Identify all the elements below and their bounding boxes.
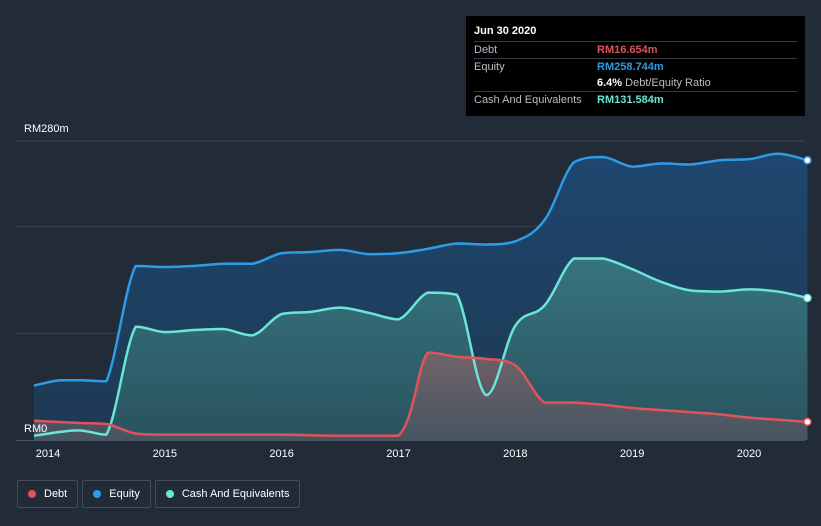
- area-cash-and-equivalents: [33, 258, 808, 440]
- tooltip-date: Jun 30 2020: [474, 25, 537, 37]
- x-tick-label: 2018: [503, 448, 527, 460]
- x-tick-label: 2016: [269, 448, 293, 460]
- tooltip-row-cash: Cash And Equivalents RM131.584m: [474, 91, 797, 108]
- end-dot-cash-and-equivalents: [803, 293, 812, 303]
- legend-dot-equity: [93, 490, 102, 498]
- legend-label-cash: Cash And Equivalents: [181, 488, 290, 500]
- tooltip-cash-value: RM131.584m: [597, 94, 664, 106]
- line-cash-and-equivalents: [33, 257, 808, 437]
- x-tick-label: 2014: [36, 448, 60, 460]
- y-axis-labels: RM280m RM0: [24, 123, 69, 435]
- legend-label-equity: Equity: [109, 488, 140, 500]
- tooltip-row-ratio: 6.4% Debt/Equity Ratio: [474, 75, 797, 91]
- tooltip-row-equity: Equity RM258.744m: [474, 58, 797, 75]
- tooltip-equity-value: RM258.744m: [597, 61, 664, 73]
- tooltip-row-debt: Debt RM16.654m: [474, 41, 797, 58]
- x-axis-labels: 2014 2015 2016 2017 2018 2019 2020: [36, 448, 761, 460]
- area-debt: [33, 352, 808, 440]
- series-end-markers: [803, 155, 812, 427]
- x-tick-label: 2019: [620, 448, 644, 460]
- end-dot-debt: [803, 417, 812, 427]
- tooltip-debt-value: RM16.654m: [597, 44, 658, 56]
- tooltip-ratio-label: Debt/Equity Ratio: [625, 77, 711, 89]
- series-lines: [33, 152, 808, 437]
- tooltip-ratio-value: 6.4%: [597, 77, 623, 89]
- tooltip-cash-label: Cash And Equivalents: [474, 94, 582, 106]
- x-tick-label: 2017: [386, 448, 410, 460]
- tooltip-equity-label: Equity: [474, 61, 505, 73]
- y-tick-label-bottom: RM0: [24, 423, 47, 435]
- tooltip-debt-label: Debt: [474, 44, 498, 56]
- data-tooltip: Jun 30 2020 Debt RM16.654m Equity RM258.…: [466, 16, 805, 116]
- line-equity: [33, 152, 808, 387]
- x-tick-label: 2020: [737, 448, 761, 460]
- y-tick-label-top: RM280m: [24, 123, 69, 135]
- legend-dot-cash: [165, 490, 174, 498]
- end-dot-equity: [803, 155, 812, 165]
- x-tick-label: 2015: [153, 448, 177, 460]
- legend-item-debt[interactable]: Debt: [17, 480, 79, 508]
- legend-dot-debt: [28, 490, 36, 498]
- line-debt: [33, 351, 808, 437]
- legend-label-debt: Debt: [44, 488, 68, 500]
- chart-legend: Debt Equity Cash And Equivalents: [17, 480, 304, 508]
- legend-item-equity[interactable]: Equity: [82, 480, 151, 508]
- legend-item-cash[interactable]: Cash And Equivalents: [154, 480, 301, 508]
